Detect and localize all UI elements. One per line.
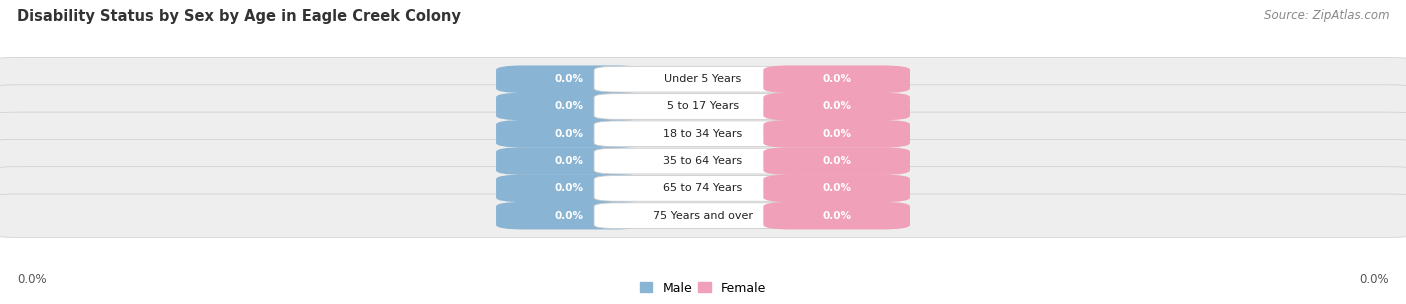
FancyBboxPatch shape (595, 148, 811, 174)
Text: 0.0%: 0.0% (555, 183, 583, 193)
Text: 0.0%: 0.0% (1360, 273, 1389, 286)
FancyBboxPatch shape (496, 93, 643, 120)
Text: 0.0%: 0.0% (823, 102, 851, 112)
FancyBboxPatch shape (595, 94, 811, 119)
FancyBboxPatch shape (0, 194, 1406, 237)
FancyBboxPatch shape (763, 65, 910, 93)
Text: 75 Years and over: 75 Years and over (652, 211, 754, 221)
FancyBboxPatch shape (763, 93, 910, 120)
Text: Disability Status by Sex by Age in Eagle Creek Colony: Disability Status by Sex by Age in Eagle… (17, 9, 461, 24)
Text: Source: ZipAtlas.com: Source: ZipAtlas.com (1264, 9, 1389, 22)
FancyBboxPatch shape (763, 202, 910, 230)
Text: 0.0%: 0.0% (555, 102, 583, 112)
Text: 0.0%: 0.0% (823, 129, 851, 139)
Text: 0.0%: 0.0% (555, 211, 583, 221)
FancyBboxPatch shape (0, 140, 1406, 183)
FancyBboxPatch shape (763, 120, 910, 147)
Text: Under 5 Years: Under 5 Years (665, 74, 741, 84)
Text: 0.0%: 0.0% (823, 183, 851, 193)
FancyBboxPatch shape (763, 147, 910, 175)
FancyBboxPatch shape (0, 85, 1406, 128)
Text: 65 to 74 Years: 65 to 74 Years (664, 183, 742, 193)
Text: 35 to 64 Years: 35 to 64 Years (664, 156, 742, 166)
Text: 0.0%: 0.0% (17, 273, 46, 286)
Text: 0.0%: 0.0% (555, 156, 583, 166)
FancyBboxPatch shape (496, 65, 643, 93)
Text: 0.0%: 0.0% (823, 156, 851, 166)
FancyBboxPatch shape (595, 121, 811, 147)
FancyBboxPatch shape (0, 57, 1406, 101)
Text: 0.0%: 0.0% (555, 129, 583, 139)
FancyBboxPatch shape (595, 66, 811, 92)
FancyBboxPatch shape (763, 174, 910, 202)
FancyBboxPatch shape (595, 203, 811, 229)
Text: 0.0%: 0.0% (823, 74, 851, 84)
FancyBboxPatch shape (496, 147, 643, 175)
FancyBboxPatch shape (496, 120, 643, 147)
Text: 0.0%: 0.0% (823, 211, 851, 221)
Legend: Male, Female: Male, Female (640, 282, 766, 295)
Text: 0.0%: 0.0% (555, 74, 583, 84)
FancyBboxPatch shape (0, 167, 1406, 210)
FancyBboxPatch shape (595, 175, 811, 201)
FancyBboxPatch shape (0, 112, 1406, 155)
FancyBboxPatch shape (496, 174, 643, 202)
Text: 5 to 17 Years: 5 to 17 Years (666, 102, 740, 112)
Text: 18 to 34 Years: 18 to 34 Years (664, 129, 742, 139)
FancyBboxPatch shape (496, 202, 643, 230)
